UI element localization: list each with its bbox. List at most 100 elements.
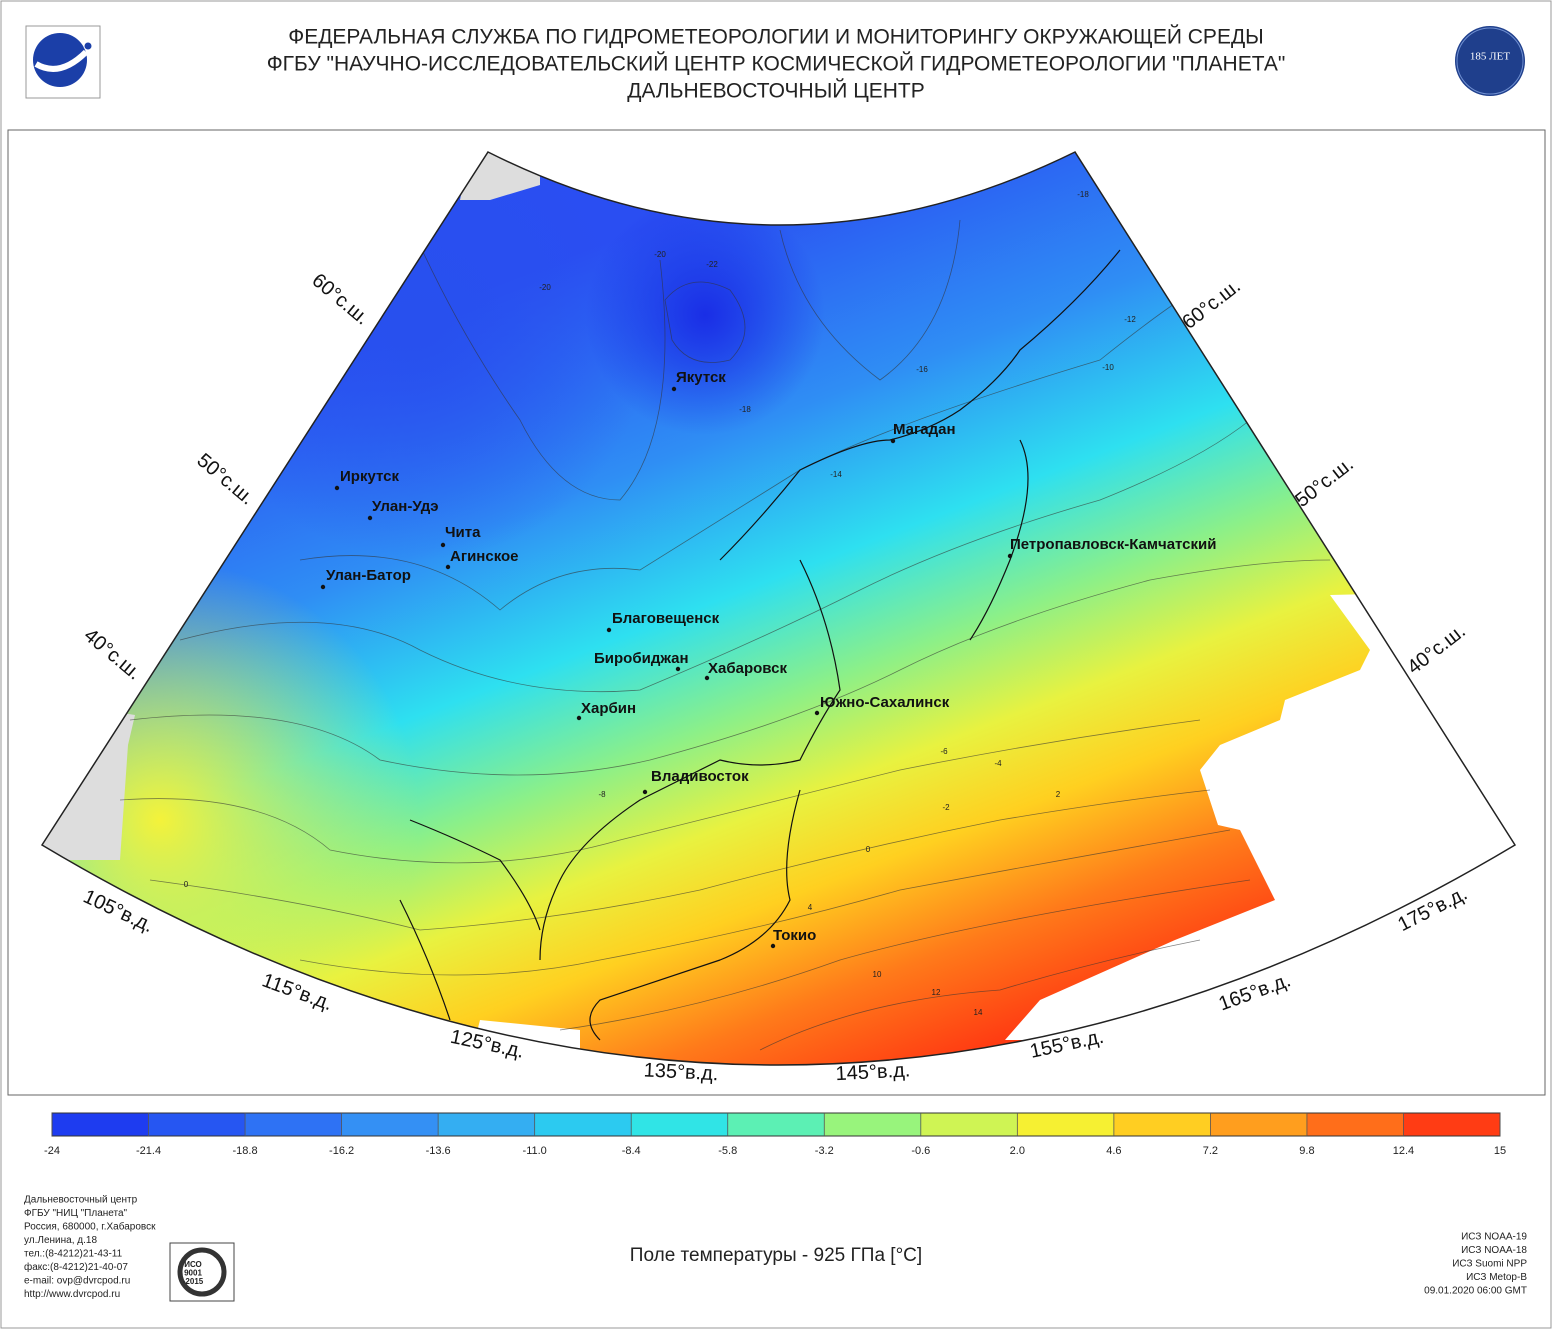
colorbar-segment (1306, 1113, 1404, 1136)
colorbar-tick-label: -5.8 (718, 1145, 737, 1157)
map-outline (40, 151, 1517, 1066)
colorbar-segment (52, 1113, 149, 1136)
city-dot (440, 542, 446, 548)
contour-label: -10 (1102, 363, 1114, 372)
address-line: http://www.dvrcpod.ru (24, 1289, 120, 1300)
colorbar-tick-label: 7.2 (1203, 1145, 1218, 1157)
city-dot (704, 675, 710, 681)
colorbar-segment (148, 1113, 246, 1136)
colorbar-segment (631, 1113, 728, 1136)
satellite-line: ИСЗ NOAA-19 (1461, 1232, 1527, 1243)
city-dot (671, 386, 677, 392)
address-line: Дальневосточный центр (24, 1195, 138, 1206)
city-label: Улан-Батор (326, 567, 411, 584)
contour-label: -12 (1124, 315, 1136, 324)
colorbar-tick-label: -16.2 (329, 1145, 354, 1157)
colorbar-tick-label: -24 (44, 1145, 60, 1157)
contour-label: -22 (706, 260, 718, 269)
badge-text: 185 ЛЕТ (1470, 51, 1510, 63)
iso-badge (169, 1242, 235, 1302)
colorbar-segment (1403, 1113, 1500, 1136)
address-line: ФГБУ "НИЦ "Планета" (24, 1208, 128, 1219)
colorbar-tick-label: -13.6 (426, 1145, 451, 1157)
colorbar-tick-label: -8.4 (622, 1145, 641, 1157)
address-line: ул.Ленина, д.18 (24, 1235, 97, 1246)
colorbar-segment (534, 1113, 632, 1136)
header-line: ФЕДЕРАЛЬНАЯ СЛУЖБА ПО ГИДРОМЕТЕОРОЛОГИИ … (288, 25, 1264, 49)
city-dot (890, 438, 896, 444)
contour-label: 4 (808, 903, 813, 912)
latitude-label: 60°с.ш. (1178, 275, 1245, 334)
colorbar-segment (1017, 1113, 1114, 1136)
address-line: Россия, 680000, г.Хабаровск (24, 1221, 156, 1233)
contour-label: 0 (184, 880, 189, 889)
contour-label: 2 (1056, 790, 1061, 799)
city-dot (675, 666, 681, 672)
contour-label: -20 (654, 250, 666, 259)
caption: Поле температуры - 925 ГПа [°C] (630, 1245, 922, 1266)
colorbar-tick-label: -11.0 (523, 1145, 547, 1157)
colorbar-segment (438, 1113, 535, 1136)
contour-label: -4 (994, 759, 1002, 768)
colorbar-tick-label: -18.8 (233, 1145, 258, 1157)
colorbar-tick-label: -0.6 (911, 1145, 930, 1157)
city-dot (606, 627, 612, 633)
city-label: Хабаровск (708, 660, 787, 677)
city-label: Южно-Сахалинск (820, 694, 950, 711)
colorbar-segment (1113, 1113, 1211, 1136)
city-label: Петропавловск-Камчатский (1010, 536, 1216, 553)
header-line: ДАЛЬНЕВОСТОЧНЫЙ ЦЕНТР (627, 79, 925, 103)
city-label: Иркутск (340, 468, 399, 485)
city-label: Чита (445, 524, 481, 541)
latitude-label: 40°с.ш. (80, 624, 146, 684)
city-dot (334, 485, 340, 491)
colorbar-tick-label: 12.4 (1393, 1145, 1414, 1157)
iso-text: ИСО (184, 1260, 202, 1269)
city-dot (576, 715, 582, 721)
contour-label: 10 (873, 970, 882, 979)
satellite-line: ИСЗ NOAA-18 (1461, 1245, 1527, 1256)
longitude-label: 135°в.д. (643, 1059, 719, 1085)
city-label: Агинское (450, 548, 519, 565)
contour-label: -6 (940, 747, 948, 756)
colorbar-segment (245, 1113, 342, 1136)
city-dot (642, 789, 648, 795)
address-line: тел.:(8-4212)21-43-11 (24, 1249, 123, 1260)
city-label: Харбин (581, 700, 636, 717)
address-line: e-mail: ovp@dvrcpod.ru (24, 1276, 130, 1287)
city-label: Токио (773, 927, 816, 944)
contour-label: 14 (974, 1008, 983, 1017)
satellite-line: 09.01.2020 06:00 GMT (1424, 1286, 1527, 1297)
colorbar-tick-label: -3.2 (815, 1145, 834, 1157)
colorbar-segment (341, 1113, 439, 1136)
city-label: Магадан (893, 421, 956, 438)
contour-label: -20 (539, 283, 551, 292)
latitude-label: 60°с.ш. (308, 269, 374, 329)
latitude-label: 50°с.ш. (1291, 453, 1358, 512)
colorbar-segment (727, 1113, 825, 1136)
contour-label: -14 (830, 470, 842, 479)
latitude-label: 50°с.ш. (193, 449, 259, 509)
header-line: ФГБУ "НАУЧНО-ИССЛЕДОВАТЕЛЬСКИЙ ЦЕНТР КОС… (267, 52, 1286, 76)
logo-right: 185 ЛЕТ (1455, 26, 1525, 96)
colorbar-segment (1210, 1113, 1307, 1136)
contour-label: -8 (598, 790, 606, 799)
city-dot (770, 943, 776, 949)
city-dot (814, 710, 820, 716)
colorbar-tick-label: 9.8 (1299, 1145, 1314, 1157)
contour-label: -18 (1077, 190, 1089, 199)
city-label: Биробиджан (594, 650, 689, 667)
city-dot (367, 515, 373, 521)
contour-label: 12 (932, 988, 941, 997)
contour-label: 0 (866, 845, 871, 854)
longitude-label: 145°в.д. (835, 1059, 911, 1085)
address-line: факс:(8-4212)21-40-07 (24, 1261, 128, 1273)
city-dot (445, 564, 451, 570)
logo-left (25, 25, 101, 99)
city-label: Якутск (676, 369, 726, 386)
city-dot (1007, 553, 1013, 559)
satellite-line: ИСЗ Suomi NPP (1452, 1259, 1527, 1270)
contour-label: -16 (916, 365, 928, 374)
